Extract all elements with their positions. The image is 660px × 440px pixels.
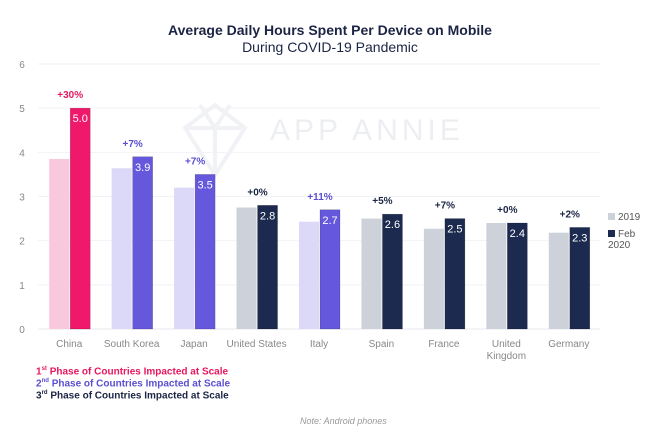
- legend-item-2019: 2019: [608, 212, 640, 223]
- x-tick-label: Germany: [548, 339, 589, 350]
- watermark-logo: [182, 102, 248, 179]
- legend-label: 2019: [618, 212, 641, 223]
- change-label: +7%: [123, 139, 143, 150]
- footnote: Note: Android phones: [300, 416, 387, 426]
- legend-item-feb-2020: Feb 2020: [608, 229, 660, 251]
- change-label: +11%: [307, 192, 332, 203]
- watermark-text: APP ANNIE: [270, 114, 464, 147]
- phase-1-label: 1st Phase of Countries Impacted at Scale: [36, 366, 228, 377]
- data-label: 2.6: [385, 219, 400, 231]
- y-tick-label: 0: [19, 325, 25, 336]
- change-label: +0%: [247, 187, 267, 198]
- change-label: +30%: [57, 90, 83, 101]
- phase-suffix: st: [41, 366, 47, 372]
- chart-title: Average Daily Hours Spent Per Device on …: [168, 22, 492, 38]
- phase-text: Phase of Countries Impacted at Scale: [50, 390, 229, 402]
- y-tick-label: 2: [19, 237, 25, 248]
- x-tick-label: South Korea: [104, 339, 160, 350]
- legend-swatch: [608, 230, 615, 237]
- y-tick-label: 4: [19, 148, 25, 159]
- legend-swatch: [608, 213, 615, 220]
- phase-text: Phase of Countries Impacted at Scale: [49, 366, 229, 378]
- bar-feb-2020: [257, 205, 278, 330]
- bar-feb-2020: [319, 209, 341, 330]
- bar-feb-2020: [382, 213, 403, 330]
- bar-feb-2020: [569, 227, 591, 330]
- y-tick-label: 6: [19, 60, 25, 71]
- bar-2019: [548, 232, 569, 329]
- data-label: 2.8: [260, 210, 275, 222]
- chart-subtitle: During COVID-19 Pandemic: [242, 39, 418, 55]
- bar-2019: [299, 221, 319, 329]
- bar-2019: [486, 223, 507, 329]
- bar-2019: [174, 187, 195, 329]
- bar-2019: [49, 158, 70, 329]
- bar-feb-2020: [69, 107, 91, 330]
- x-tick-label: France: [428, 339, 460, 350]
- bar-feb-2020: [132, 156, 153, 330]
- data-label: 2.7: [322, 215, 337, 227]
- data-label: 2.3: [572, 232, 587, 244]
- x-tick-label: Italy: [310, 339, 328, 350]
- phase-suffix: nd: [41, 378, 49, 384]
- bar-2019: [236, 207, 257, 329]
- diamond-icon: [182, 102, 248, 179]
- bar-2019: [361, 218, 382, 329]
- bar-feb-2020: [444, 218, 466, 330]
- data-label: 2.5: [447, 224, 462, 236]
- y-tick-label: 5: [19, 104, 25, 115]
- data-label: 3.5: [197, 179, 212, 191]
- phase-suffix: rd: [41, 390, 48, 396]
- data-label: 2.4: [510, 228, 525, 240]
- data-label: 5.0: [73, 113, 88, 125]
- phase-num: 3: [36, 390, 42, 402]
- bar-feb-2020: [507, 222, 528, 330]
- change-label: +7%: [435, 201, 455, 212]
- x-tick-label: China: [56, 339, 83, 350]
- x-tick-label: United: [492, 339, 521, 350]
- y-tick-label: 1: [19, 281, 25, 292]
- phase-num: 1: [36, 366, 42, 378]
- change-label: +0%: [497, 205, 517, 216]
- bar-2019: [423, 228, 444, 329]
- change-label: +7%: [185, 156, 205, 167]
- phase-num: 2: [36, 378, 42, 390]
- y-tick-label: 3: [19, 193, 25, 204]
- change-label: +5%: [372, 196, 392, 207]
- bar-2019: [111, 168, 132, 329]
- change-label: +2%: [560, 209, 580, 220]
- phase-3-label: 3rd Phase of Countries Impacted at Scale: [36, 390, 229, 401]
- x-tick-label: Japan: [180, 339, 207, 350]
- phase-2-label: 2nd Phase of Countries Impacted at Scale: [36, 378, 230, 389]
- x-tick-label: Spain: [369, 339, 395, 350]
- x-tick-label: Kingdom: [487, 351, 526, 362]
- phase-text: Phase of Countries Impacted at Scale: [51, 378, 231, 390]
- x-tick-label: United States: [227, 339, 287, 350]
- legend-label: Feb 2020: [608, 229, 636, 251]
- data-label: 3.9: [135, 162, 150, 174]
- bar-feb-2020: [194, 174, 216, 330]
